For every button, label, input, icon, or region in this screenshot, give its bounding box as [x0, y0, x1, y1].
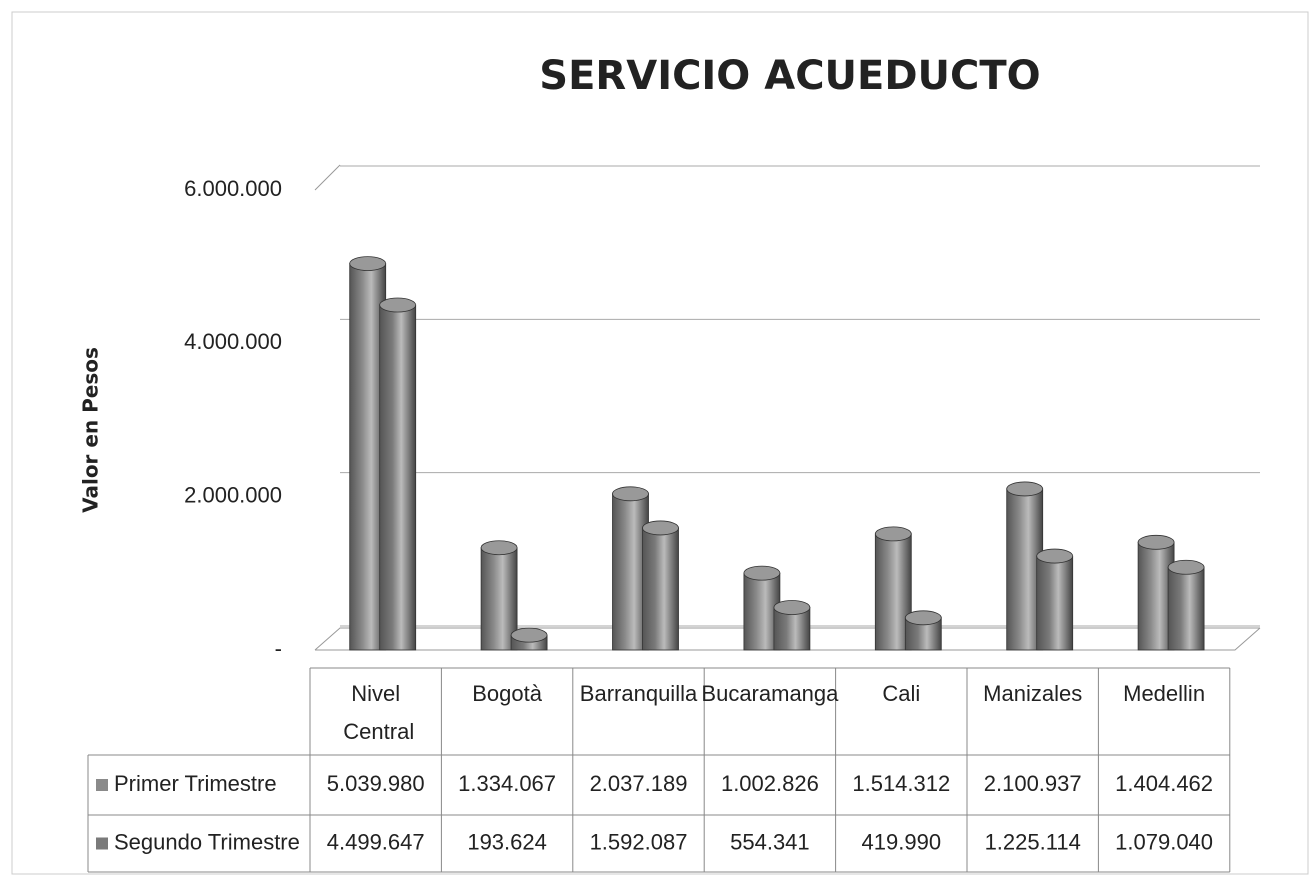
- chart-title: SERVICIO ACUEDUCTO: [539, 53, 1040, 99]
- legend-swatch: [96, 779, 108, 791]
- bar-top: [349, 256, 387, 272]
- y-tick-label: 6.000.000: [184, 176, 282, 201]
- x-tick-label: Medellin: [1123, 681, 1205, 706]
- legend-label: Segundo Trimestre: [114, 829, 300, 854]
- value-label: 1.225.114: [985, 829, 1081, 854]
- bar: [379, 304, 417, 651]
- wall: [314, 164, 1261, 651]
- y-axis-title: Valor en Pesos: [79, 347, 103, 513]
- bar-top: [743, 565, 781, 581]
- value-label: 2.037.189: [590, 771, 688, 796]
- x-tick-label: Cali: [882, 681, 920, 706]
- value-label: 2.100.937: [984, 771, 1082, 796]
- bar-top: [480, 540, 518, 556]
- frame: [11, 11, 1309, 875]
- legend-label: Primer Trimestre: [114, 771, 277, 796]
- value-label: 193.624: [467, 829, 547, 854]
- bar-top: [642, 520, 679, 536]
- bar-top: [612, 486, 649, 502]
- x-tick-label: Bucaramanga: [701, 681, 839, 706]
- x-tick-label: Manizales: [983, 681, 1082, 706]
- bar-top: [1167, 559, 1205, 575]
- bar-top: [1006, 481, 1044, 497]
- bar: [1036, 555, 1074, 651]
- legend-swatch: [96, 837, 108, 850]
- bar-top: [1137, 534, 1175, 550]
- value-label: 1.404.462: [1115, 771, 1213, 796]
- y-tick-label: 2.000.000: [184, 482, 282, 507]
- x-tick-label: Barranquilla: [580, 681, 698, 706]
- bar-top: [510, 627, 548, 643]
- value-label: 1.334.067: [458, 771, 556, 796]
- bar-top: [379, 297, 417, 313]
- bar-top: [904, 610, 942, 626]
- value-label: 1.002.826: [721, 771, 819, 796]
- y-tick-label: -: [275, 636, 282, 661]
- bar-top: [773, 600, 811, 615]
- x-tick-label: Nivel Central: [337, 681, 414, 744]
- value-label: 1.079.040: [1115, 829, 1213, 854]
- bar: [480, 547, 518, 651]
- value-label: 1.592.087: [590, 829, 688, 854]
- value-label: 554.341: [730, 829, 810, 854]
- bar-top: [874, 526, 912, 542]
- value-label: 5.039.980: [327, 771, 425, 796]
- y-tick-label: 4.000.000: [184, 329, 282, 354]
- bar: [1167, 566, 1205, 651]
- bar: [773, 607, 811, 651]
- value-label: 1.514.312: [852, 771, 950, 796]
- value-label: 4.499.647: [327, 829, 425, 854]
- bar-top: [1036, 548, 1074, 564]
- x-tick-label: Bogotà: [472, 681, 542, 706]
- value-label: 419.990: [862, 829, 942, 854]
- bar: [642, 527, 679, 651]
